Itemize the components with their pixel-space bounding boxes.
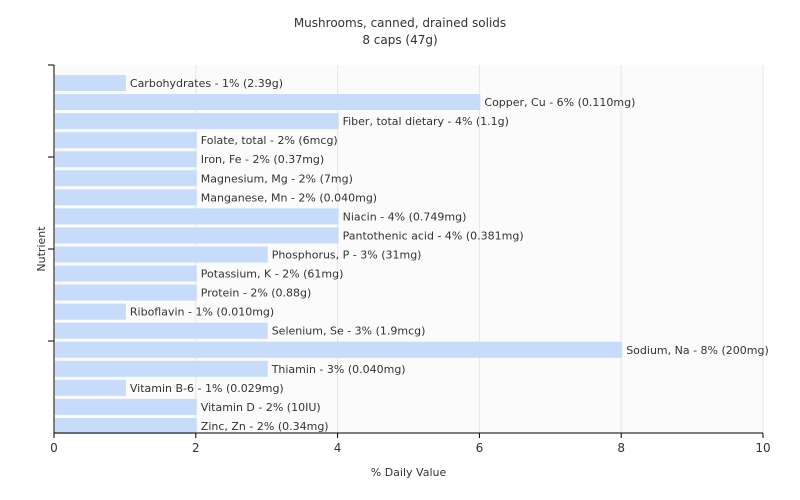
x-axis-title: % Daily Value	[371, 466, 447, 479]
bar-label: Fiber, total dietary - 4% (1.1g)	[343, 115, 509, 128]
chart-subtitle: 8 caps (47g)	[362, 33, 438, 47]
bar	[55, 132, 197, 149]
x-tick-label: 0	[50, 441, 58, 455]
bar	[55, 379, 126, 396]
y-axis-title: Nutrient	[35, 226, 48, 272]
bar-label: Niacin - 4% (0.749mg)	[343, 210, 467, 223]
bar-label: Vitamin B-6 - 1% (0.029mg)	[130, 382, 284, 395]
bar	[55, 151, 197, 168]
bar	[55, 303, 126, 320]
bar-label: Folate, total - 2% (6mcg)	[201, 134, 338, 147]
bar-label: Potassium, K - 2% (61mg)	[201, 268, 344, 281]
bar	[55, 189, 197, 206]
bar	[55, 246, 268, 263]
bar-label: Riboflavin - 1% (0.010mg)	[130, 306, 274, 319]
bar-label: Magnesium, Mg - 2% (7mg)	[201, 172, 353, 185]
bar-label: Zinc, Zn - 2% (0.34mg)	[201, 420, 329, 433]
bar	[55, 94, 481, 111]
bar	[55, 113, 339, 130]
bar	[55, 170, 197, 187]
bar-label: Copper, Cu - 6% (0.110mg)	[484, 96, 635, 109]
bar-label: Thiamin - 3% (0.040mg)	[271, 363, 406, 376]
bar-label: Pantothenic acid - 4% (0.381mg)	[343, 229, 524, 242]
bar	[55, 284, 197, 301]
bar	[55, 75, 126, 92]
bar-label: Iron, Fe - 2% (0.37mg)	[201, 153, 324, 166]
bar-label: Carbohydrates - 1% (2.39g)	[130, 77, 283, 90]
bar	[55, 341, 623, 358]
bar	[55, 227, 339, 244]
bar	[55, 265, 197, 282]
bar-label: Selenium, Se - 3% (1.9mcg)	[272, 325, 426, 338]
x-tick-label: 6	[476, 441, 484, 455]
bar-label: Protein - 2% (0.88g)	[201, 287, 312, 300]
chart-title: Mushrooms, canned, drained solids	[293, 16, 507, 30]
x-tick-label: 2	[192, 441, 200, 455]
bar	[55, 208, 339, 225]
bar-label: Sodium, Na - 8% (200mg)	[626, 344, 769, 357]
x-tick-label: 4	[334, 441, 342, 455]
bar	[55, 398, 197, 415]
x-tick-label: 10	[755, 441, 770, 455]
bar-label: Vitamin D - 2% (10IU)	[201, 401, 321, 414]
bar-label: Phosphorus, P - 3% (31mg)	[272, 249, 422, 262]
bar	[55, 360, 268, 377]
bar-label: Manganese, Mn - 2% (0.040mg)	[201, 191, 377, 204]
bar	[55, 322, 268, 339]
x-tick-label: 8	[617, 441, 625, 455]
bar	[55, 417, 197, 434]
